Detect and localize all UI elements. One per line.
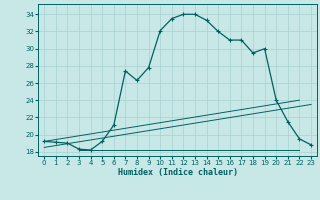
X-axis label: Humidex (Indice chaleur): Humidex (Indice chaleur)	[118, 168, 238, 177]
